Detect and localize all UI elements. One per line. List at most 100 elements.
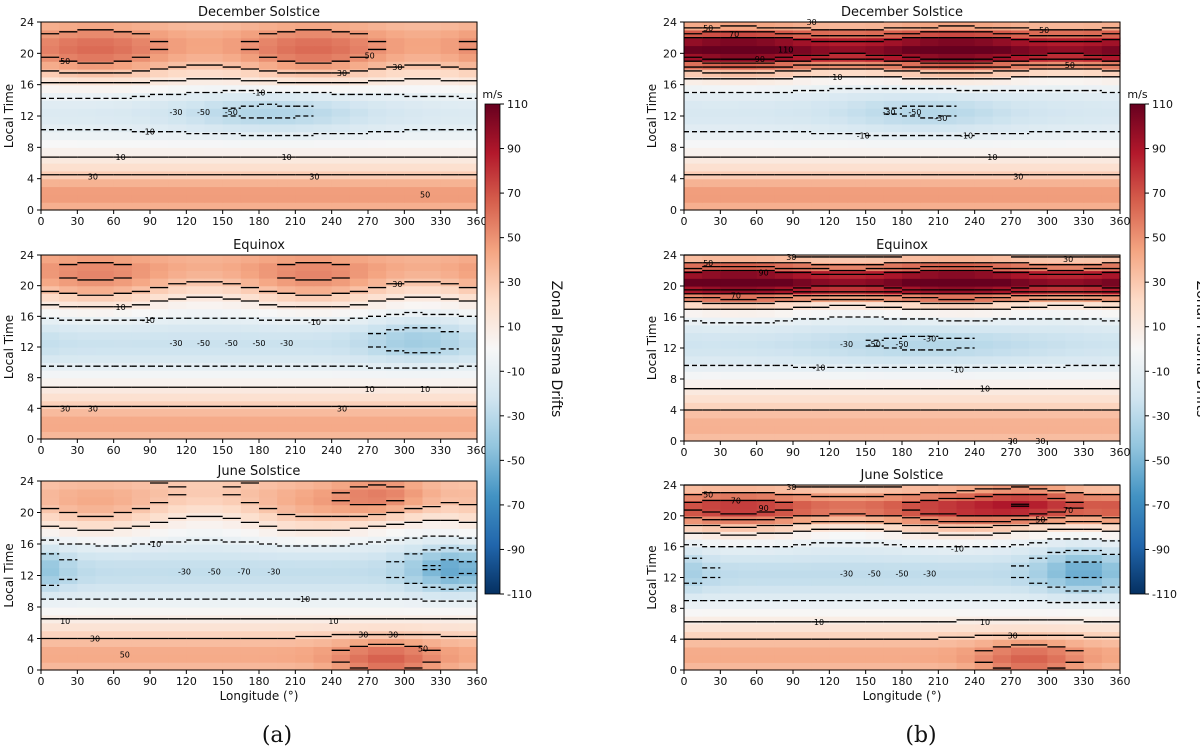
heatmap-cell: [241, 576, 260, 584]
heatmap-cell: [920, 426, 939, 434]
heatmap-cell: [1066, 402, 1085, 410]
heatmap-cell: [902, 662, 921, 670]
heatmap-cell: [277, 194, 296, 202]
heatmap-cell: [186, 53, 205, 61]
heatmap-cell: [775, 426, 794, 434]
heatmap-cell: [1066, 418, 1085, 426]
heatmap-cell: [975, 639, 994, 647]
heatmap-cell: [277, 576, 296, 584]
y-tick-label: 8: [27, 601, 34, 614]
heatmap-cell: [920, 163, 939, 171]
heatmap-cell: [993, 263, 1012, 271]
heatmap-cell: [920, 309, 939, 317]
heatmap-cell: [739, 418, 758, 426]
heatmap-cell: [975, 395, 994, 403]
heatmap-cell: [702, 46, 721, 54]
heatmap-cell: [132, 497, 151, 505]
heatmap-cell: [902, 77, 921, 85]
heatmap-cell: [150, 431, 169, 439]
heatmap-cell: [793, 77, 812, 85]
heatmap-cell: [993, 132, 1012, 140]
heatmap-cell: [957, 570, 976, 578]
heatmap-cell: [920, 578, 939, 586]
heatmap-cell: [77, 497, 96, 505]
heatmap-cell: [739, 500, 758, 508]
heatmap-cell: [332, 293, 351, 301]
heatmap-cell: [114, 489, 133, 497]
heatmap-cell: [168, 255, 187, 263]
heatmap-cell: [59, 497, 78, 505]
heatmap-cell: [884, 531, 903, 539]
heatmap-cell: [1102, 100, 1121, 108]
heatmap-cell: [684, 379, 703, 387]
heatmap-cell: [404, 85, 423, 93]
contour-label: -50: [225, 108, 238, 117]
heatmap-cell: [386, 93, 405, 101]
heatmap-cell: [957, 356, 976, 364]
heatmap-cell: [150, 53, 169, 61]
heatmap-cell: [350, 544, 369, 552]
heatmap-cell: [702, 124, 721, 132]
heatmap-cell: [829, 639, 848, 647]
heatmap-cell: [441, 583, 460, 591]
heatmap-cell: [993, 395, 1012, 403]
heatmap-cell: [295, 424, 314, 432]
heatmap-cell: [739, 639, 758, 647]
heatmap-cell: [423, 347, 442, 355]
heatmap-cell: [277, 116, 296, 124]
heatmap-cell: [684, 524, 703, 532]
heatmap-cell: [866, 410, 885, 418]
heatmap-cell: [404, 497, 423, 505]
heatmap-cell: [1047, 100, 1066, 108]
heatmap-cell: [739, 662, 758, 670]
heatmap-cell: [404, 623, 423, 631]
heatmap-cell: [314, 278, 333, 286]
heatmap-cell: [404, 481, 423, 489]
heatmap-cell: [684, 22, 703, 30]
heatmap-cell: [1047, 22, 1066, 30]
heatmap-cell: [739, 608, 758, 616]
heatmap-cell: [957, 278, 976, 286]
heatmap-cell: [77, 528, 96, 536]
heatmap-cell: [96, 393, 115, 401]
heatmap-cell: [757, 402, 776, 410]
heatmap-cell: [41, 46, 60, 54]
heatmap-cell: [993, 116, 1012, 124]
heatmap-cell: [205, 69, 224, 77]
heatmap-cell: [975, 22, 994, 30]
heatmap-cell: [975, 608, 994, 616]
contour-label: -50: [225, 339, 238, 348]
heatmap-cell: [684, 309, 703, 317]
heatmap-cell: [1029, 410, 1048, 418]
heatmap-cell: [459, 93, 478, 101]
heatmap-cell: [866, 325, 885, 333]
heatmap-cell: [350, 140, 369, 148]
heatmap-cell: [223, 255, 242, 263]
heatmap-cell: [441, 132, 460, 140]
heatmap-cell: [314, 424, 333, 432]
heatmap-cell: [757, 655, 776, 663]
heatmap-cell: [793, 93, 812, 101]
heatmap-cell: [314, 416, 333, 424]
heatmap-cell: [829, 524, 848, 532]
heatmap-cell: [1047, 426, 1066, 434]
heatmap-cell: [223, 424, 242, 432]
heatmap-cell: [757, 531, 776, 539]
heatmap-cell: [993, 410, 1012, 418]
heatmap-cell: [1084, 578, 1103, 586]
heatmap-cell: [205, 38, 224, 46]
heatmap-cell: [775, 202, 794, 210]
heatmap-cell: [920, 508, 939, 516]
heatmap-cell: [404, 355, 423, 363]
heatmap-cell: [132, 347, 151, 355]
heatmap-cell: [459, 355, 478, 363]
heatmap-cell: [866, 278, 885, 286]
heatmap-cell: [993, 124, 1012, 132]
heatmap-cell: [884, 639, 903, 647]
heatmap-cell: [332, 355, 351, 363]
heatmap-cell: [938, 418, 957, 426]
heatmap-cell: [793, 531, 812, 539]
heatmap-cell: [811, 93, 830, 101]
heatmap-cell: [132, 163, 151, 171]
heatmap-cell: [1011, 22, 1030, 30]
